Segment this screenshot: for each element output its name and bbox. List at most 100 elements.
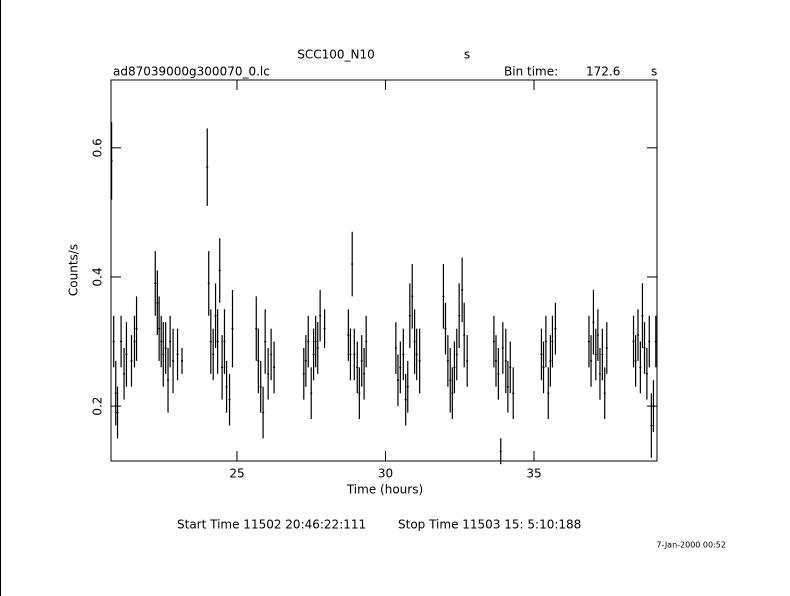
error-bar [349, 328, 352, 381]
error-bar [356, 341, 359, 394]
error-bar [394, 322, 397, 374]
error-bar [463, 302, 466, 368]
error-bar [453, 341, 456, 394]
error-bar [270, 328, 273, 381]
bin-label: Bin time: [504, 65, 558, 79]
error-bar [455, 328, 458, 381]
error-bar [310, 367, 313, 420]
error-bar [347, 309, 350, 361]
error-bar [162, 322, 165, 387]
error-bar [133, 315, 136, 368]
error-bar [444, 302, 447, 355]
error-bar [411, 264, 414, 329]
error-bar [402, 328, 405, 381]
error-bar [396, 354, 399, 407]
start-time: Start Time 11502 20:46:22:111 [177, 518, 366, 532]
error-bar [596, 309, 599, 361]
error-bar [415, 328, 418, 381]
error-bar [169, 315, 172, 368]
y-axis-label: Counts/s [67, 244, 81, 296]
error-bar [547, 367, 550, 420]
error-bar [446, 335, 449, 387]
error-bar [542, 341, 545, 394]
error-bar [212, 328, 215, 381]
error-bar [353, 328, 356, 381]
error-bar [314, 315, 317, 368]
error-bar [509, 341, 512, 394]
error-bar [206, 128, 209, 206]
error-bar [634, 335, 637, 387]
error-bar [501, 322, 504, 374]
error-bar [592, 289, 595, 355]
error-bar [639, 341, 642, 394]
x-tick-label: 30 [378, 467, 393, 481]
error-bar [418, 328, 421, 394]
error-bar [180, 347, 183, 374]
error-bar [116, 386, 119, 439]
error-bar [494, 335, 497, 387]
error-bar [590, 335, 593, 387]
error-bar [413, 309, 416, 374]
error-bar [167, 347, 170, 413]
error-bar [312, 328, 315, 381]
error-bar [442, 264, 445, 329]
error-bar [164, 322, 167, 374]
error-bar [221, 335, 224, 400]
error-bar [632, 315, 635, 368]
error-bar [255, 296, 258, 361]
error-bar [218, 238, 221, 303]
error-bar [120, 315, 123, 368]
error-bar [214, 283, 217, 348]
chart-title: SCC100_N10 [297, 48, 375, 62]
stop-time: Stop Time 11503 15: 5:10:188 [398, 518, 581, 532]
error-bar [209, 309, 212, 374]
error-bar [112, 315, 115, 368]
error-bar [323, 309, 326, 348]
error-bar [406, 360, 409, 413]
error-bar [551, 315, 554, 368]
error-bar [307, 315, 310, 368]
plot-frame [110, 79, 658, 462]
error-bar [123, 347, 126, 400]
error-bar [160, 315, 163, 368]
error-bar [158, 296, 161, 361]
x-tick-label: 35 [526, 467, 541, 481]
error-bar [549, 335, 552, 387]
error-bar [598, 347, 601, 400]
error-bar [135, 296, 138, 361]
error-bar [304, 335, 307, 387]
error-bar [302, 347, 305, 400]
error-bar [636, 309, 639, 361]
x-axis-label: Time (hours) [346, 483, 423, 497]
error-bar [540, 328, 543, 381]
bin-unit: s [651, 65, 657, 79]
error-bar [643, 322, 646, 374]
error-bar [554, 302, 557, 355]
error-bar [603, 367, 606, 420]
error-bar [461, 257, 464, 323]
error-bar [223, 309, 226, 374]
error-bar [257, 328, 260, 394]
error-bar [449, 347, 452, 413]
error-bar [273, 341, 276, 394]
error-bar [216, 309, 219, 374]
error-bar [587, 315, 590, 368]
error-bar [408, 283, 411, 348]
error-bar [650, 393, 653, 458]
error-bar [154, 251, 157, 316]
error-bar [156, 270, 159, 336]
error-bar [648, 315, 651, 368]
error-bar [228, 373, 231, 426]
error-bar [605, 322, 608, 374]
title-unit: s [464, 48, 470, 62]
error-bar [114, 360, 117, 426]
error-bar [458, 283, 461, 348]
error-bar [130, 335, 133, 387]
error-bar [645, 347, 648, 400]
error-bar [262, 386, 265, 439]
error-bar [512, 367, 515, 420]
error-bar [365, 315, 368, 368]
error-bar [316, 322, 319, 374]
error-bar [499, 438, 502, 465]
